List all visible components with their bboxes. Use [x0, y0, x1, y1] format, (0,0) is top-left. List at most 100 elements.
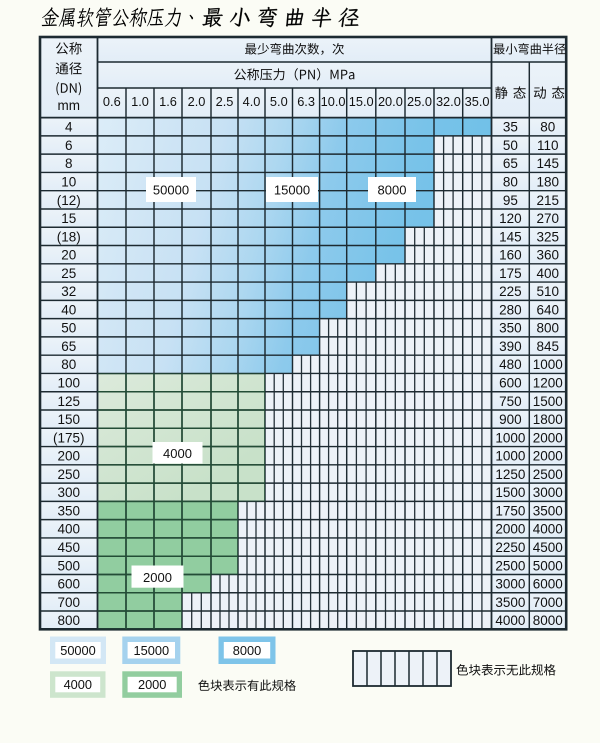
svg-text:225: 225 [499, 284, 522, 299]
svg-text:325: 325 [537, 229, 560, 244]
svg-text:150: 150 [58, 412, 81, 427]
svg-text:8000: 8000 [378, 183, 407, 198]
svg-text:20.0: 20.0 [378, 94, 403, 109]
svg-text:350: 350 [499, 321, 522, 336]
svg-text:6: 6 [65, 138, 73, 153]
svg-text:2000: 2000 [138, 677, 166, 692]
svg-text:8: 8 [65, 156, 73, 171]
svg-text:800: 800 [58, 613, 81, 628]
svg-text:450: 450 [58, 540, 81, 555]
svg-text:8000: 8000 [233, 643, 261, 658]
svg-text:10.0: 10.0 [321, 94, 346, 109]
svg-text:4000: 4000 [163, 446, 192, 461]
svg-text:1200: 1200 [533, 376, 563, 391]
svg-text:750: 750 [499, 394, 522, 409]
svg-text:8000: 8000 [533, 613, 563, 628]
svg-text:2000: 2000 [495, 522, 525, 537]
svg-text:2000: 2000 [533, 449, 563, 464]
svg-text:100: 100 [58, 376, 81, 391]
svg-text:300: 300 [58, 485, 81, 500]
svg-text:6.3: 6.3 [297, 94, 315, 109]
svg-text:(175): (175) [53, 430, 85, 445]
svg-text:mm: mm [58, 98, 81, 113]
svg-text:1500: 1500 [533, 394, 563, 409]
svg-text:5.0: 5.0 [270, 94, 288, 109]
svg-text:480: 480 [499, 357, 522, 372]
svg-text:4: 4 [65, 120, 73, 135]
svg-text:1.0: 1.0 [131, 94, 149, 109]
svg-text:360: 360 [537, 248, 560, 263]
svg-text:1800: 1800 [533, 412, 563, 427]
svg-text:20: 20 [61, 248, 76, 263]
svg-text:25.0: 25.0 [407, 94, 432, 109]
svg-text:800: 800 [537, 321, 560, 336]
svg-text:4.0: 4.0 [243, 94, 261, 109]
svg-text:3500: 3500 [495, 595, 525, 610]
svg-text:3000: 3000 [533, 485, 563, 500]
svg-text:4000: 4000 [495, 613, 525, 628]
svg-text:7000: 7000 [533, 595, 563, 610]
svg-text:145: 145 [537, 156, 560, 171]
svg-text:6000: 6000 [533, 577, 563, 592]
svg-text:200: 200 [58, 449, 81, 464]
svg-text:65: 65 [503, 156, 518, 171]
svg-text:50000: 50000 [60, 643, 96, 658]
svg-text:80: 80 [503, 174, 518, 189]
svg-text:510: 510 [537, 284, 560, 299]
svg-text:120: 120 [499, 211, 522, 226]
svg-text:15.0: 15.0 [349, 94, 374, 109]
svg-text:15: 15 [61, 211, 76, 226]
svg-text:845: 845 [537, 339, 560, 354]
svg-text:3500: 3500 [533, 503, 563, 518]
svg-text:2000: 2000 [143, 570, 172, 585]
svg-text:1750: 1750 [495, 503, 525, 518]
svg-text:2.0: 2.0 [188, 94, 206, 109]
svg-text:900: 900 [499, 412, 522, 427]
svg-text:32: 32 [61, 284, 76, 299]
svg-text:1000: 1000 [533, 357, 563, 372]
svg-text:0.6: 0.6 [103, 94, 121, 109]
svg-text:10: 10 [61, 174, 76, 189]
svg-text:4500: 4500 [533, 540, 563, 555]
svg-text:35: 35 [503, 120, 518, 135]
svg-text:15000: 15000 [134, 643, 170, 658]
svg-text:65: 65 [61, 339, 76, 354]
svg-text:15000: 15000 [274, 183, 310, 198]
svg-text:145: 145 [499, 229, 522, 244]
svg-text:640: 640 [537, 302, 560, 317]
svg-text:35.0: 35.0 [465, 94, 490, 109]
svg-text:50: 50 [61, 321, 76, 336]
svg-text:5000: 5000 [533, 558, 563, 573]
svg-text:280: 280 [499, 302, 522, 317]
svg-text:1500: 1500 [495, 485, 525, 500]
svg-text:25: 25 [61, 266, 76, 281]
svg-text:(12): (12) [57, 193, 81, 208]
svg-text:1000: 1000 [495, 430, 525, 445]
svg-text:40: 40 [61, 302, 76, 317]
svg-text:4000: 4000 [64, 677, 92, 692]
svg-text:4000: 4000 [533, 522, 563, 537]
svg-text:2250: 2250 [495, 540, 525, 555]
svg-text:3000: 3000 [495, 577, 525, 592]
svg-text:(18): (18) [57, 229, 81, 244]
svg-text:160: 160 [499, 248, 522, 263]
svg-text:2.5: 2.5 [216, 94, 234, 109]
svg-text:270: 270 [537, 211, 560, 226]
svg-text:215: 215 [537, 193, 560, 208]
svg-text:1250: 1250 [495, 467, 525, 482]
svg-text:1.6: 1.6 [159, 94, 177, 109]
svg-text:250: 250 [58, 467, 81, 482]
svg-text:95: 95 [503, 193, 518, 208]
svg-text:32.0: 32.0 [436, 94, 461, 109]
svg-text:175: 175 [499, 266, 522, 281]
svg-text:180: 180 [537, 174, 560, 189]
svg-text:125: 125 [58, 394, 81, 409]
svg-text:400: 400 [537, 266, 560, 281]
svg-text:50: 50 [503, 138, 518, 153]
svg-text:50000: 50000 [153, 183, 189, 198]
svg-text:80: 80 [540, 120, 555, 135]
svg-text:350: 350 [58, 503, 81, 518]
svg-text:1000: 1000 [495, 449, 525, 464]
svg-text:600: 600 [58, 577, 81, 592]
svg-text:400: 400 [58, 522, 81, 537]
